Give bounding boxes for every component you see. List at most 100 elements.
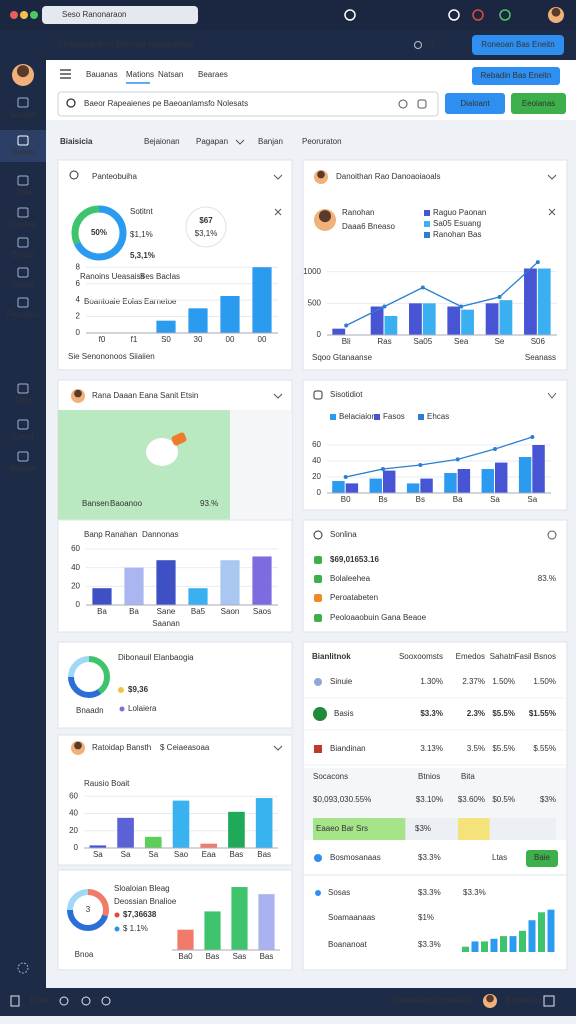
legend-label: Fasos [383, 412, 405, 421]
window-dot[interactable] [30, 11, 38, 19]
sidebar-label[interactable]: Oiles [14, 188, 32, 197]
sidebar-icon[interactable] [17, 451, 29, 462]
bottom-text: Boaialeaaba Bnieeaas [392, 996, 472, 1005]
bottom-icon[interactable] [543, 995, 555, 1007]
filter-tab[interactable]: Pagapan [196, 137, 228, 146]
sidebar-label[interactable]: Gonas [11, 280, 35, 289]
filter-tab[interactable]: Peoruraton [302, 137, 342, 146]
row-cell: 1.50% [492, 677, 515, 686]
card-icon [313, 530, 323, 540]
bar [524, 268, 537, 335]
sidebar-label[interactable]: Dentin [11, 148, 34, 157]
card-label: Bnaadn [76, 706, 104, 715]
card-sub: $ 1.1% [123, 924, 148, 933]
bar [518, 457, 532, 493]
row-button[interactable] [526, 850, 558, 867]
line-point [535, 260, 540, 265]
toolbar-button-label[interactable]: Rebadin Bas Eneitn [481, 71, 552, 80]
bottom-icon[interactable] [101, 996, 111, 1006]
x-tick-label: Bas [260, 952, 274, 961]
sidebar-icon[interactable] [17, 237, 29, 248]
tab[interactable]: Bearaes [198, 70, 228, 79]
sidebar-label[interactable]: Tans [15, 396, 32, 405]
tab[interactable]: Bauanas [86, 70, 118, 79]
donut-segment [67, 889, 109, 931]
card-action[interactable] [547, 530, 557, 540]
action-button-label[interactable]: Eeoianas [522, 99, 555, 108]
close[interactable] [548, 208, 556, 216]
card [302, 519, 568, 633]
avatar-hair [486, 994, 494, 1003]
sidebar-label[interactable]: Ceoul [13, 432, 34, 441]
image-caption: 93.% [200, 499, 218, 508]
action-button[interactable] [511, 93, 566, 114]
action-button-label[interactable]: Dialoant [460, 99, 490, 108]
sidebar-icon[interactable] [17, 383, 29, 394]
tab[interactable]: Natsan [158, 70, 183, 79]
sidebar-icon[interactable] [17, 135, 29, 146]
stat-value: $1,1% [130, 230, 153, 239]
chevron[interactable] [273, 174, 283, 180]
legend-label: Earnetoe [144, 297, 177, 306]
action-button[interactable] [445, 93, 505, 114]
close[interactable] [274, 208, 282, 216]
legend-swatch [374, 414, 380, 420]
bottom-icon[interactable] [59, 996, 69, 1006]
y-tick-label: 0 [317, 488, 322, 497]
x-tick-label: 00 [258, 335, 267, 344]
sidebar-icon[interactable] [17, 97, 29, 108]
browser-icon[interactable] [448, 9, 460, 21]
tab[interactable]: Mations [126, 70, 154, 79]
sidebar-label[interactable]: Neiaste [9, 464, 37, 473]
chevron[interactable] [235, 139, 245, 145]
search-input[interactable] [57, 91, 439, 117]
list-value: 83.% [538, 574, 556, 583]
sidebar-label[interactable]: Peocaiss [7, 310, 39, 319]
sidebar-label[interactable]: Canten [10, 220, 36, 229]
sidebar-icon[interactable] [17, 175, 29, 186]
card-footer: Bnoa [75, 950, 94, 959]
sidebar-label[interactable]: Sosuen [9, 110, 36, 119]
sidebar-label[interactable]: Enaso [12, 250, 35, 259]
bottom-icon[interactable] [10, 995, 20, 1007]
bar [332, 481, 345, 493]
browser-icon[interactable] [344, 9, 356, 21]
chevron[interactable] [273, 745, 283, 751]
browser-icon[interactable] [499, 9, 511, 21]
sidebar-icon[interactable] [17, 419, 29, 430]
avatar-hair [74, 389, 82, 398]
sidebar-icon[interactable] [17, 207, 29, 218]
toolbar-button[interactable] [472, 67, 560, 85]
x-tick-label: f0 [99, 335, 106, 344]
header-button[interactable] [472, 35, 564, 55]
header-button-label[interactable]: Roneoan Bas Eneitn [481, 40, 554, 49]
address-bar[interactable] [42, 6, 198, 24]
bottom-text: Boldeiaos [506, 996, 541, 1005]
list-icon [314, 614, 322, 622]
row-button-label[interactable]: Baie [534, 853, 551, 862]
filter-tab[interactable]: Banjan [258, 137, 283, 146]
x-tick-label: Bas [230, 850, 244, 859]
image-shape [171, 432, 187, 446]
column-header: Fasil Bsnos [515, 652, 556, 661]
window-dot[interactable] [10, 11, 18, 19]
chevron[interactable] [273, 393, 283, 399]
avatar-hair [16, 65, 30, 78]
sidebar-icon[interactable] [17, 297, 29, 308]
bottom-icon[interactable] [81, 996, 91, 1006]
line-point [381, 467, 385, 471]
x-tick-label: 30 [194, 335, 203, 344]
image-shape [146, 438, 178, 466]
x-tick-label: Bs [416, 495, 425, 504]
avatar-hair [74, 741, 82, 750]
chevron[interactable] [547, 174, 557, 180]
x-tick-label: Ba [453, 495, 463, 504]
card-title: Ratoidap Bansth [92, 743, 151, 752]
card-accent: $ Ceiaeasoaa [160, 743, 210, 752]
browser-icon[interactable] [472, 9, 484, 21]
window-dot[interactable] [20, 11, 28, 19]
sidebar-icon[interactable] [17, 267, 29, 278]
mini-bar [471, 941, 479, 952]
filter-tab[interactable]: Bejaionan [144, 137, 180, 146]
